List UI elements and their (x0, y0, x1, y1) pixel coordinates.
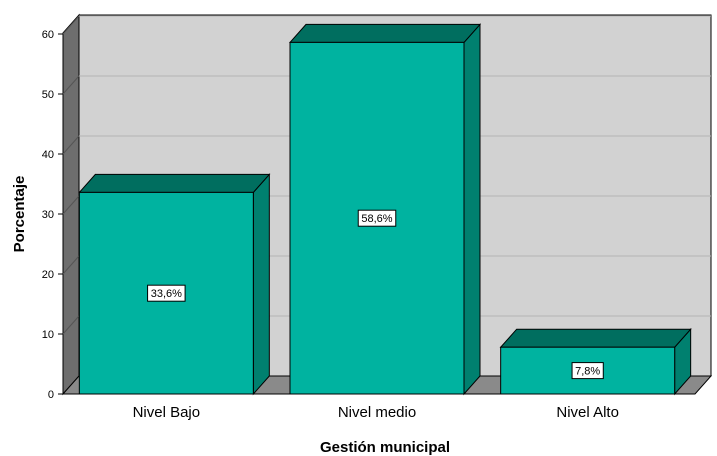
y-axis: 0 10 20 30 40 50 60 (42, 29, 63, 401)
data-label-box (357, 209, 397, 227)
y-axis-title: Porcentaje (11, 176, 28, 253)
data-label: 33,6% (151, 288, 182, 300)
bar: 33,6% (78, 173, 271, 396)
x-tick-label: Nivel Alto (556, 404, 619, 421)
gridline-wall (62, 75, 80, 95)
data-label: 7,8% (575, 366, 600, 378)
data-label-box (571, 362, 604, 380)
bar-side (252, 173, 270, 396)
x-axis: Nivel Bajo Nivel medio Nivel Alto (133, 404, 619, 421)
y-tick-label: 0 (48, 389, 54, 401)
y-tick-label: 30 (42, 209, 54, 221)
bar-side (463, 23, 481, 396)
data-label: 58,6% (361, 213, 392, 225)
gridline-wall (62, 195, 80, 215)
x-tick-label: Nivel Bajo (133, 404, 201, 421)
bar: 7,8% (499, 327, 692, 396)
x-axis-title: Gestión municipal (320, 439, 450, 456)
gridline-wall (62, 255, 80, 275)
y-tick-label: 60 (42, 29, 54, 41)
x-tick-label: Nivel medio (338, 404, 416, 421)
bar-top (78, 173, 271, 193)
gridline-wall (62, 315, 80, 335)
gridline-wall (62, 135, 80, 155)
bar-top (288, 23, 482, 43)
y-tick-label: 50 (42, 89, 54, 101)
bar-top (499, 328, 692, 348)
y-tick-label: 20 (42, 269, 54, 281)
data-label-box (147, 284, 186, 302)
bars: 33,6% 58,6% 7,8% (78, 23, 692, 396)
bar: 58,6% (288, 23, 482, 396)
gridline-wall (62, 15, 80, 35)
y-tick-label: 40 (42, 149, 54, 161)
y-tick-label: 10 (42, 329, 54, 341)
